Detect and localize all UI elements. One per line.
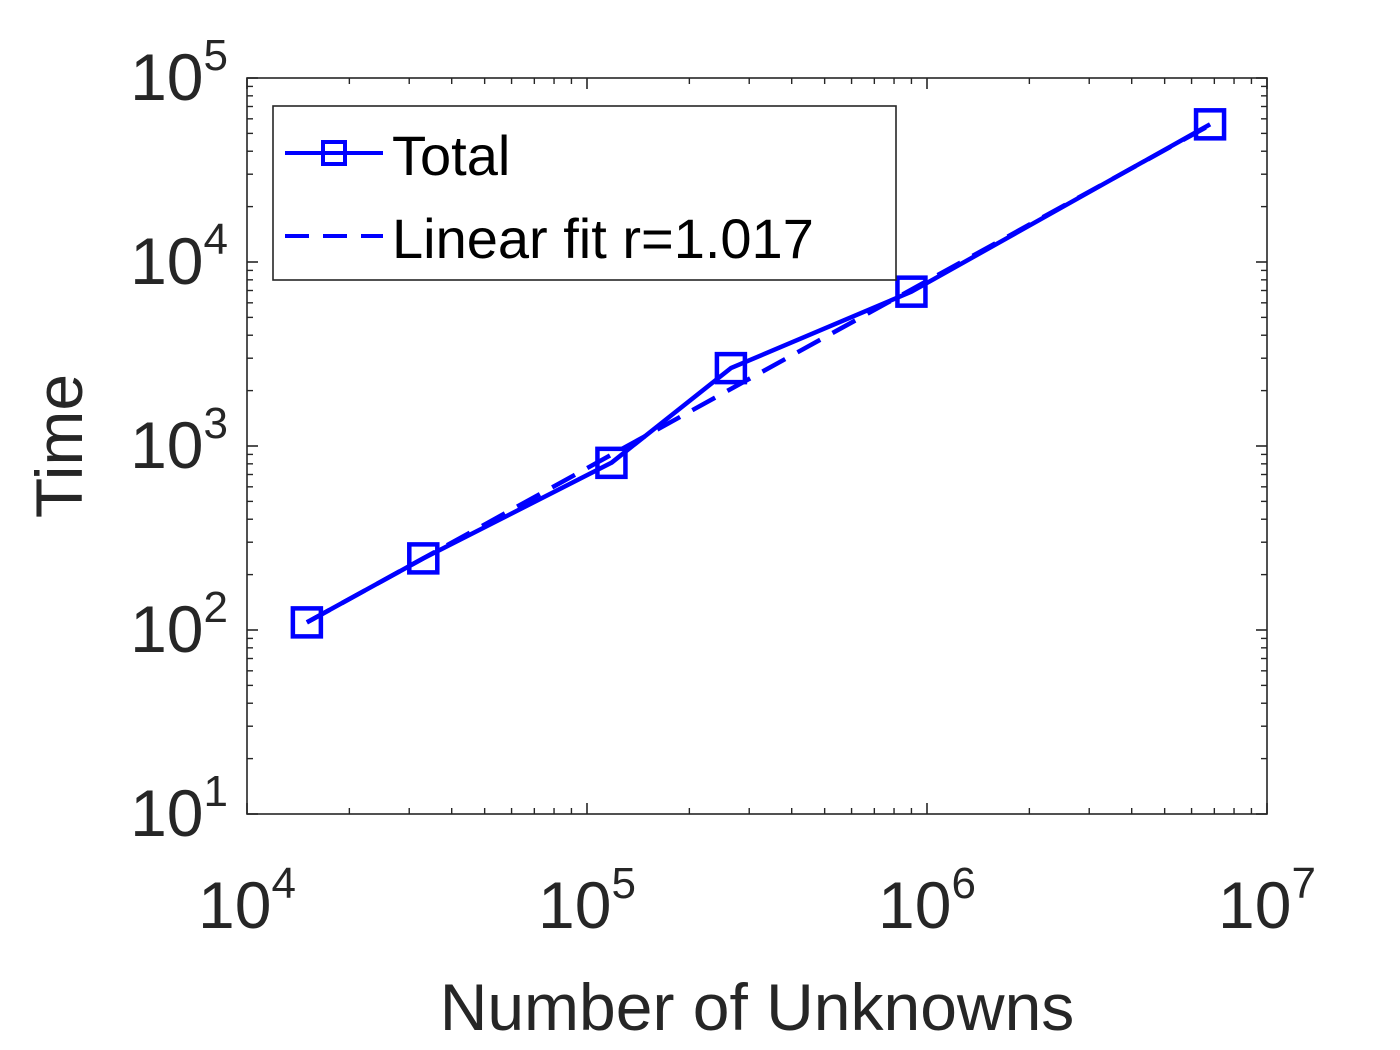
legend-entry-linear-fit: Linear fit r=1.017 <box>285 207 814 270</box>
y-tick-label: 103 <box>130 399 228 482</box>
x-tick-label: 106 <box>878 859 976 942</box>
y-tick-label: 105 <box>130 31 228 114</box>
data-point-marker <box>407 542 440 575</box>
x-tick-label: 107 <box>1218 859 1316 942</box>
data-point-marker <box>290 606 324 639</box>
tick-labels-layer: 104 105 106 107 101 102 103 104 105 <box>130 31 1316 942</box>
series-layer <box>290 108 1227 639</box>
legend: Total Linear fit r=1.017 <box>272 105 897 281</box>
y-axis-title: Time <box>22 374 96 518</box>
x-tick-label: 104 <box>198 859 296 942</box>
legend-label-total: Total <box>392 124 510 187</box>
legend-entry-total: Total <box>285 124 510 187</box>
data-point-marker <box>714 351 748 385</box>
legend-label-linear-fit: Linear fit r=1.017 <box>392 207 814 270</box>
plot-frame <box>246 77 1268 815</box>
data-point-marker <box>1193 108 1227 141</box>
y-tick-label: 101 <box>130 767 228 850</box>
x-tick-label: 105 <box>538 859 636 942</box>
series-line-linear-fit <box>305 123 1212 625</box>
y-tick-label: 102 <box>130 583 228 666</box>
series-line-total <box>305 122 1212 625</box>
legend-box <box>272 105 897 281</box>
y-tick-label: 104 <box>130 215 228 298</box>
minor-ticks-layer <box>247 78 1267 814</box>
data-point-marker <box>895 275 928 308</box>
legend-square-marker-icon <box>321 140 347 166</box>
x-axis-title: Number of Unknowns <box>440 970 1075 1044</box>
